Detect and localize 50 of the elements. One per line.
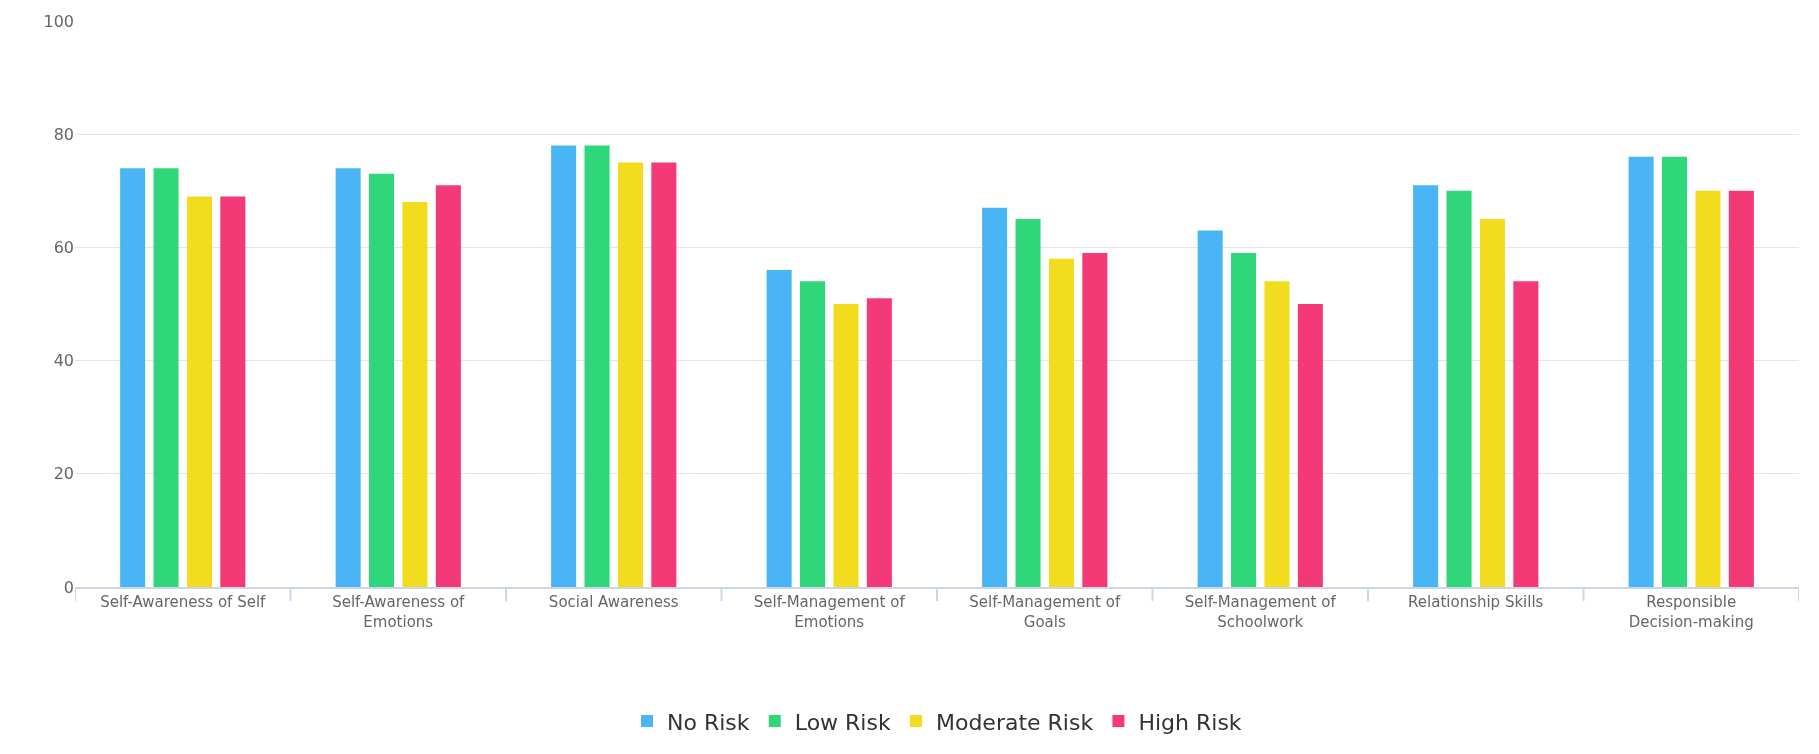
bar bbox=[1662, 156, 1688, 587]
bar bbox=[551, 145, 577, 587]
bar bbox=[1197, 230, 1223, 587]
bar bbox=[1264, 281, 1290, 587]
y-tick-label: 40 bbox=[53, 351, 74, 371]
legend-label: High Risk bbox=[1138, 709, 1242, 735]
bar bbox=[617, 162, 643, 587]
bar bbox=[766, 270, 792, 587]
x-tick-label: Self-Awareness of Self bbox=[100, 593, 267, 611]
bar bbox=[1695, 190, 1721, 587]
y-tick-label: 80 bbox=[53, 124, 74, 144]
bar bbox=[584, 145, 610, 587]
legend-label: No Risk bbox=[667, 709, 750, 735]
bar bbox=[1628, 156, 1654, 587]
bar bbox=[1297, 304, 1323, 587]
bar bbox=[1479, 219, 1505, 587]
bar bbox=[435, 185, 461, 587]
bar bbox=[1082, 253, 1108, 587]
x-tick-label: Responsible Decision-making bbox=[1628, 593, 1754, 631]
legend-label: Moderate Risk bbox=[935, 709, 1094, 735]
y-tick-label: 100 bbox=[43, 11, 74, 31]
bar bbox=[369, 173, 395, 587]
x-tick-label: Self-Awareness of Emotions bbox=[332, 593, 466, 631]
bar bbox=[866, 298, 892, 587]
bar bbox=[1513, 281, 1539, 587]
bar bbox=[651, 162, 677, 587]
bar bbox=[120, 168, 146, 587]
legend-label: Low Risk bbox=[794, 709, 891, 735]
bar bbox=[1413, 185, 1439, 587]
bar bbox=[335, 168, 361, 587]
y-tick-label: 0 bbox=[63, 577, 74, 597]
bar bbox=[1015, 219, 1041, 587]
bar bbox=[833, 304, 859, 587]
bar bbox=[1446, 190, 1472, 587]
bar bbox=[402, 202, 428, 587]
y-tick-label: 60 bbox=[53, 238, 74, 257]
x-tick-label: Relationship Skills bbox=[1408, 593, 1544, 611]
bar bbox=[220, 196, 246, 587]
y-tick-label: 20 bbox=[53, 464, 74, 484]
bar bbox=[982, 207, 1008, 587]
bar bbox=[186, 196, 212, 587]
bar bbox=[1048, 258, 1074, 587]
x-tick-label: Social Awareness bbox=[548, 593, 679, 611]
x-tick-label: Self-Management of Emotions bbox=[753, 593, 906, 631]
bar bbox=[800, 281, 826, 587]
x-tick-label: Self-Management of Schoolwork bbox=[1184, 593, 1337, 631]
bar bbox=[1231, 253, 1257, 587]
bar bbox=[153, 168, 179, 587]
bar bbox=[1728, 190, 1754, 587]
x-tick-label: Self-Management of Goals bbox=[969, 593, 1121, 631]
